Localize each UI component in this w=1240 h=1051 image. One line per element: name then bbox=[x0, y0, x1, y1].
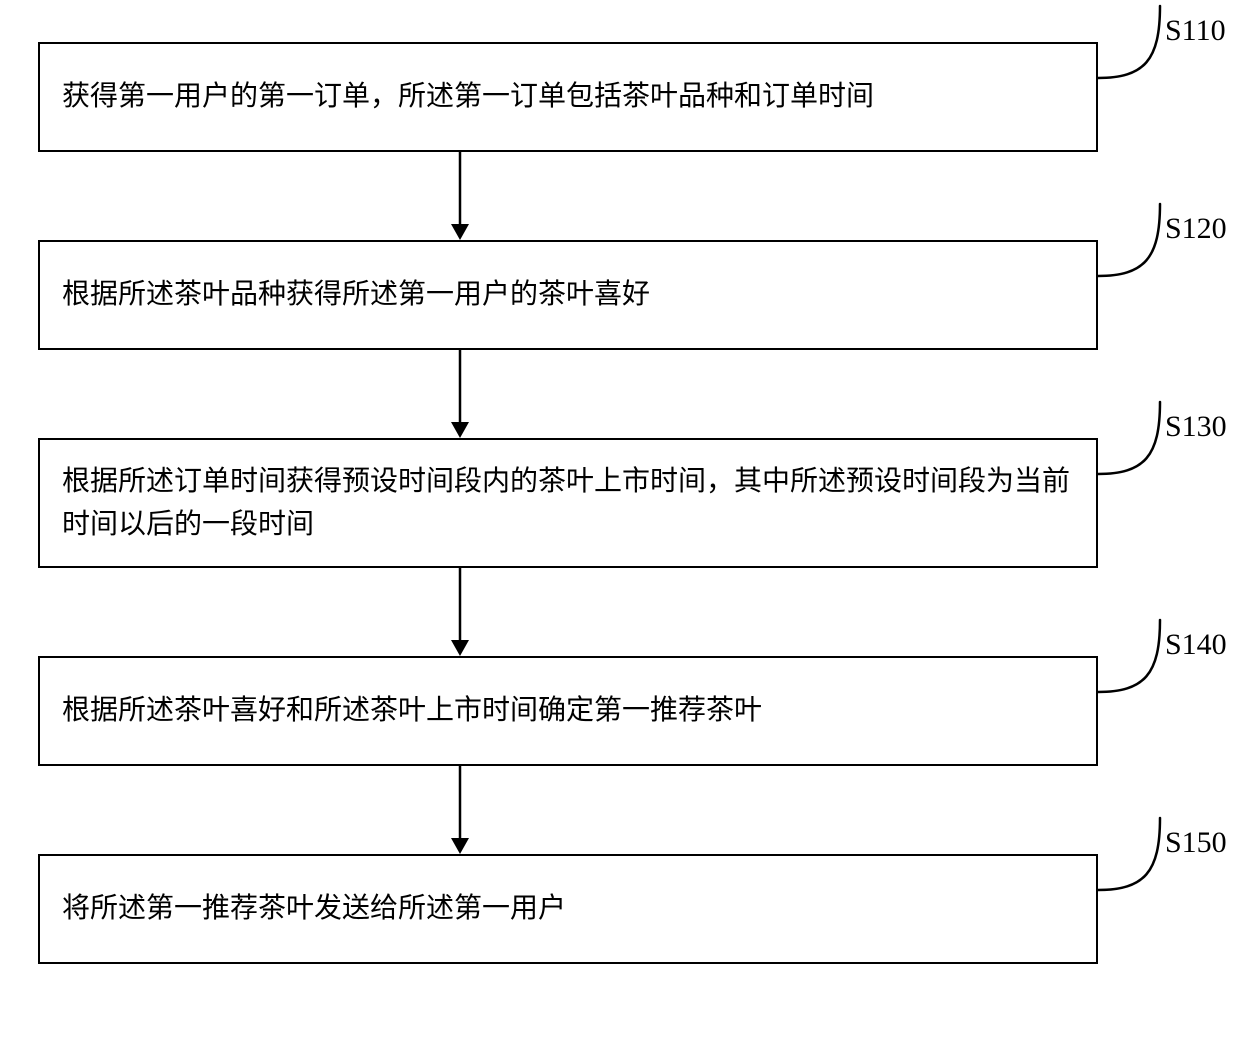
callout-hook-s150 bbox=[1094, 814, 1164, 894]
callout-hook-s120 bbox=[1094, 200, 1164, 280]
step-text: 根据所述茶叶品种获得所述第一用户的茶叶喜好 bbox=[62, 273, 650, 316]
step-box-s110: 获得第一用户的第一订单，所述第一订单包括茶叶品种和订单时间 bbox=[38, 42, 1098, 152]
callout-hook-s140 bbox=[1094, 616, 1164, 696]
arrow-s130-to-s140 bbox=[445, 566, 475, 658]
step-label-s110: S110 bbox=[1165, 14, 1226, 48]
step-box-s140: 根据所述茶叶喜好和所述茶叶上市时间确定第一推荐茶叶 bbox=[38, 656, 1098, 766]
callout-hook-s110 bbox=[1094, 2, 1164, 82]
flowchart-canvas: 获得第一用户的第一订单，所述第一订单包括茶叶品种和订单时间 S110 根据所述茶叶品… bbox=[0, 0, 1240, 1051]
step-text: 获得第一用户的第一订单，所述第一订单包括茶叶品种和订单时间 bbox=[62, 75, 874, 118]
step-label-s130: S130 bbox=[1165, 410, 1227, 444]
step-label-s120: S120 bbox=[1165, 212, 1227, 246]
step-box-s130: 根据所述订单时间获得预设时间段内的茶叶上市时间，其中所述预设时间段为当前时间以后… bbox=[38, 438, 1098, 568]
arrow-s110-to-s120 bbox=[445, 150, 475, 242]
step-text: 根据所述茶叶喜好和所述茶叶上市时间确定第一推荐茶叶 bbox=[62, 689, 762, 732]
arrow-s120-to-s130 bbox=[445, 348, 475, 440]
step-label-s140: S140 bbox=[1165, 628, 1227, 662]
arrow-s140-to-s150 bbox=[445, 764, 475, 856]
step-box-s150: 将所述第一推荐茶叶发送给所述第一用户 bbox=[38, 854, 1098, 964]
step-label-s150: S150 bbox=[1165, 826, 1227, 860]
step-text: 将所述第一推荐茶叶发送给所述第一用户 bbox=[62, 887, 566, 930]
step-text: 根据所述订单时间获得预设时间段内的茶叶上市时间，其中所述预设时间段为当前时间以后… bbox=[62, 460, 1074, 547]
callout-hook-s130 bbox=[1094, 398, 1164, 478]
step-box-s120: 根据所述茶叶品种获得所述第一用户的茶叶喜好 bbox=[38, 240, 1098, 350]
